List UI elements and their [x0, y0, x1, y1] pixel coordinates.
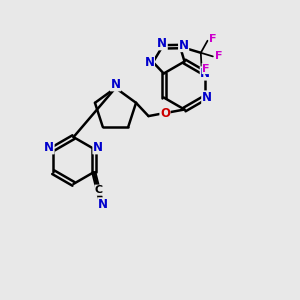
Text: N: N — [157, 37, 167, 50]
Text: F: F — [202, 64, 210, 74]
Text: N: N — [44, 141, 54, 154]
Text: F: F — [214, 51, 222, 62]
Text: N: N — [202, 91, 212, 104]
Text: F: F — [209, 34, 217, 44]
Text: N: N — [93, 141, 103, 154]
Text: C: C — [95, 185, 103, 195]
Text: N: N — [98, 198, 108, 211]
Text: O: O — [160, 106, 170, 120]
Text: N: N — [144, 56, 154, 69]
Text: N: N — [200, 67, 210, 80]
Text: N: N — [110, 78, 121, 91]
Text: N: N — [178, 39, 189, 52]
